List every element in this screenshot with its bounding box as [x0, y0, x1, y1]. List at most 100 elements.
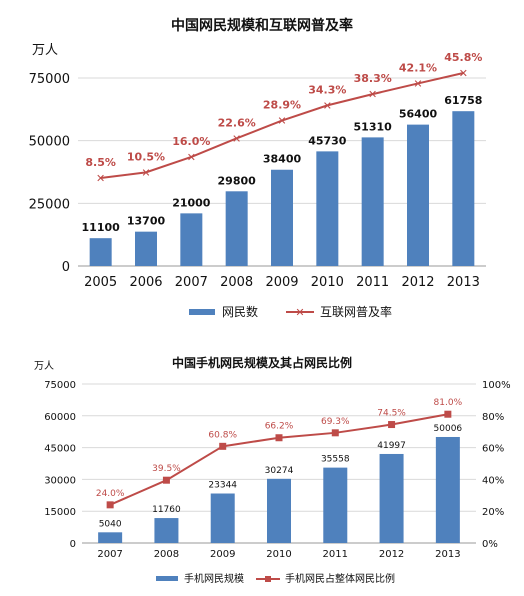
- y-tick-label: 60000: [44, 412, 76, 423]
- chart-1-line: ✕ ✕ ✕ ✕ ✕ ✕ ✕ ✕ ✕: [96, 67, 468, 185]
- y-tick-label: 0: [62, 260, 70, 275]
- x-tick-label: 2011: [323, 549, 348, 560]
- line-value-label: 81.0%: [434, 398, 463, 408]
- bar-value-label: 11760: [152, 505, 181, 515]
- chart-2-line: [106, 410, 452, 509]
- bar-value-label: 56400: [399, 108, 438, 121]
- line-value-label: 22.6%: [218, 116, 256, 129]
- y-tick-label: 50000: [29, 135, 70, 150]
- line-value-label: 16.0%: [172, 135, 210, 148]
- y-right-tick-label: 20%: [482, 507, 504, 518]
- line-value-label: 42.1%: [399, 61, 437, 74]
- legend-swatch-bar: [156, 576, 178, 581]
- x-tick-label: 2007: [97, 549, 122, 560]
- line-value-label: 74.5%: [377, 409, 406, 419]
- chart-2-y-axis-label: 万人: [34, 360, 54, 372]
- y-right-tick-label: 40%: [482, 475, 504, 486]
- line-point-marker: ✕: [368, 88, 377, 101]
- line-value-label: 28.9%: [263, 99, 301, 112]
- y-tick-label: 75000: [44, 380, 76, 391]
- y-tick-label: 45000: [44, 444, 76, 455]
- bar-value-label: 51310: [354, 120, 393, 133]
- bar: [210, 493, 235, 543]
- line-value-label: 60.8%: [208, 430, 237, 440]
- chart-1-data-labels: 11100 8.5% 13700 10.5% 21000 16.0% 29800 22.6% 3…: [82, 51, 483, 234]
- y-tick-label: 30000: [44, 475, 76, 486]
- x-tick-label: 2006: [129, 275, 162, 290]
- chart-2-legend: 手机网民规模 手机网民占整体网民比例: [156, 572, 395, 585]
- line-value-label: 66.2%: [265, 422, 294, 432]
- line-value-label: 8.5%: [85, 156, 116, 169]
- line-value-label: 34.3%: [308, 83, 346, 96]
- x-tick-label: 2009: [265, 275, 298, 290]
- line-point-marker: ✕: [413, 77, 422, 90]
- bar-value-label: 45730: [308, 134, 347, 147]
- bar-value-label: 21000: [172, 196, 211, 209]
- bar-value-label: 11100: [82, 221, 121, 234]
- bar: [452, 111, 475, 266]
- y-right-tick-label: 0%: [482, 539, 498, 550]
- line-value-label: 38.3%: [354, 72, 392, 85]
- bar-value-label: 13700: [127, 215, 166, 228]
- y-tick-label: 75000: [29, 72, 70, 87]
- x-tick-label: 2007: [175, 275, 208, 290]
- bar-value-label: 23344: [208, 481, 237, 491]
- chart-2-tick-labels: 0 0% 15000 20% 30000 40% 45000 60% 60000 80% 75000…: [44, 380, 510, 560]
- chart-1-title: 中国网民规模和互联网普及率: [171, 17, 353, 34]
- chart-2-bars: [98, 436, 460, 543]
- line-value-label: 39.5%: [152, 464, 181, 474]
- chart-1-tick-labels: 0 25000 50000 75000 2005 2006 2007 2008 2009 2010…: [29, 72, 480, 290]
- bar-value-label: 61758: [444, 94, 482, 107]
- line-point-marker: [275, 434, 283, 442]
- line-value-label: 69.3%: [321, 417, 350, 427]
- bar-value-label: 41997: [377, 441, 406, 451]
- line-point-marker: [331, 429, 339, 437]
- legend-label-bar: 手机网民规模: [184, 572, 244, 585]
- y-right-tick-label: 100%: [482, 380, 511, 391]
- bar-value-label: 50006: [434, 424, 463, 434]
- line-point-marker: ✕: [96, 172, 105, 185]
- legend-label-line: 手机网民占整体网民比例: [285, 572, 395, 585]
- bar: [267, 478, 291, 543]
- line-point-marker: [162, 476, 170, 484]
- x-tick-label: 2010: [266, 549, 291, 560]
- bar-value-label: 29800: [218, 174, 257, 187]
- x-tick-label: 2009: [210, 549, 235, 560]
- bar: [407, 124, 429, 267]
- bar-value-label: 38400: [263, 153, 302, 166]
- bar: [154, 518, 179, 543]
- chart-2: 中国手机网民规模及其占网民比例 万人 0 0% 15000 20% 30000 40% 45…: [34, 355, 511, 585]
- chart-2-data-labels: 5040 24.0% 11760 39.5% 23344 60.8% 30274 66.2% 3…: [96, 398, 463, 529]
- x-tick-label: 2005: [84, 275, 117, 290]
- chart-1-bars: [89, 111, 475, 267]
- bar: [361, 137, 384, 266]
- line-point-marker: [106, 501, 114, 509]
- chart-1: 中国网民规模和互联网普及率 万人 0 25000 50000 75000 2005 200…: [29, 17, 486, 319]
- series-line: [100, 72, 464, 179]
- x-tick-label: 2012: [379, 549, 404, 560]
- line-point-marker: ✕: [459, 67, 468, 80]
- line-point-marker: ✕: [141, 166, 150, 179]
- chart-1-legend: 网民数 ✕ 互联网普及率: [189, 304, 392, 319]
- line-point-marker: ✕: [187, 151, 196, 164]
- line-value-label: 45.8%: [444, 51, 482, 64]
- line-point-marker: [388, 421, 396, 429]
- bar: [135, 231, 157, 266]
- y-tick-label: 15000: [44, 507, 76, 518]
- y-tick-label: 0: [70, 539, 76, 550]
- x-tick-label: 2008: [154, 549, 179, 560]
- line-point-marker: [444, 410, 452, 418]
- bar: [323, 467, 348, 543]
- chart-1-y-axis-label: 万人: [32, 43, 58, 58]
- x-tick-label: 2008: [220, 275, 253, 290]
- x-tick-label: 2011: [356, 275, 389, 290]
- legend-swatch-bar: [189, 309, 215, 315]
- line-point-marker: ✕: [323, 99, 332, 112]
- bar-value-label: 5040: [99, 519, 122, 529]
- x-tick-label: 2010: [311, 275, 344, 290]
- line-point-marker: ✕: [232, 132, 241, 145]
- x-tick-label: 2013: [447, 275, 480, 290]
- line-point-marker: [219, 442, 227, 450]
- bar: [435, 436, 460, 543]
